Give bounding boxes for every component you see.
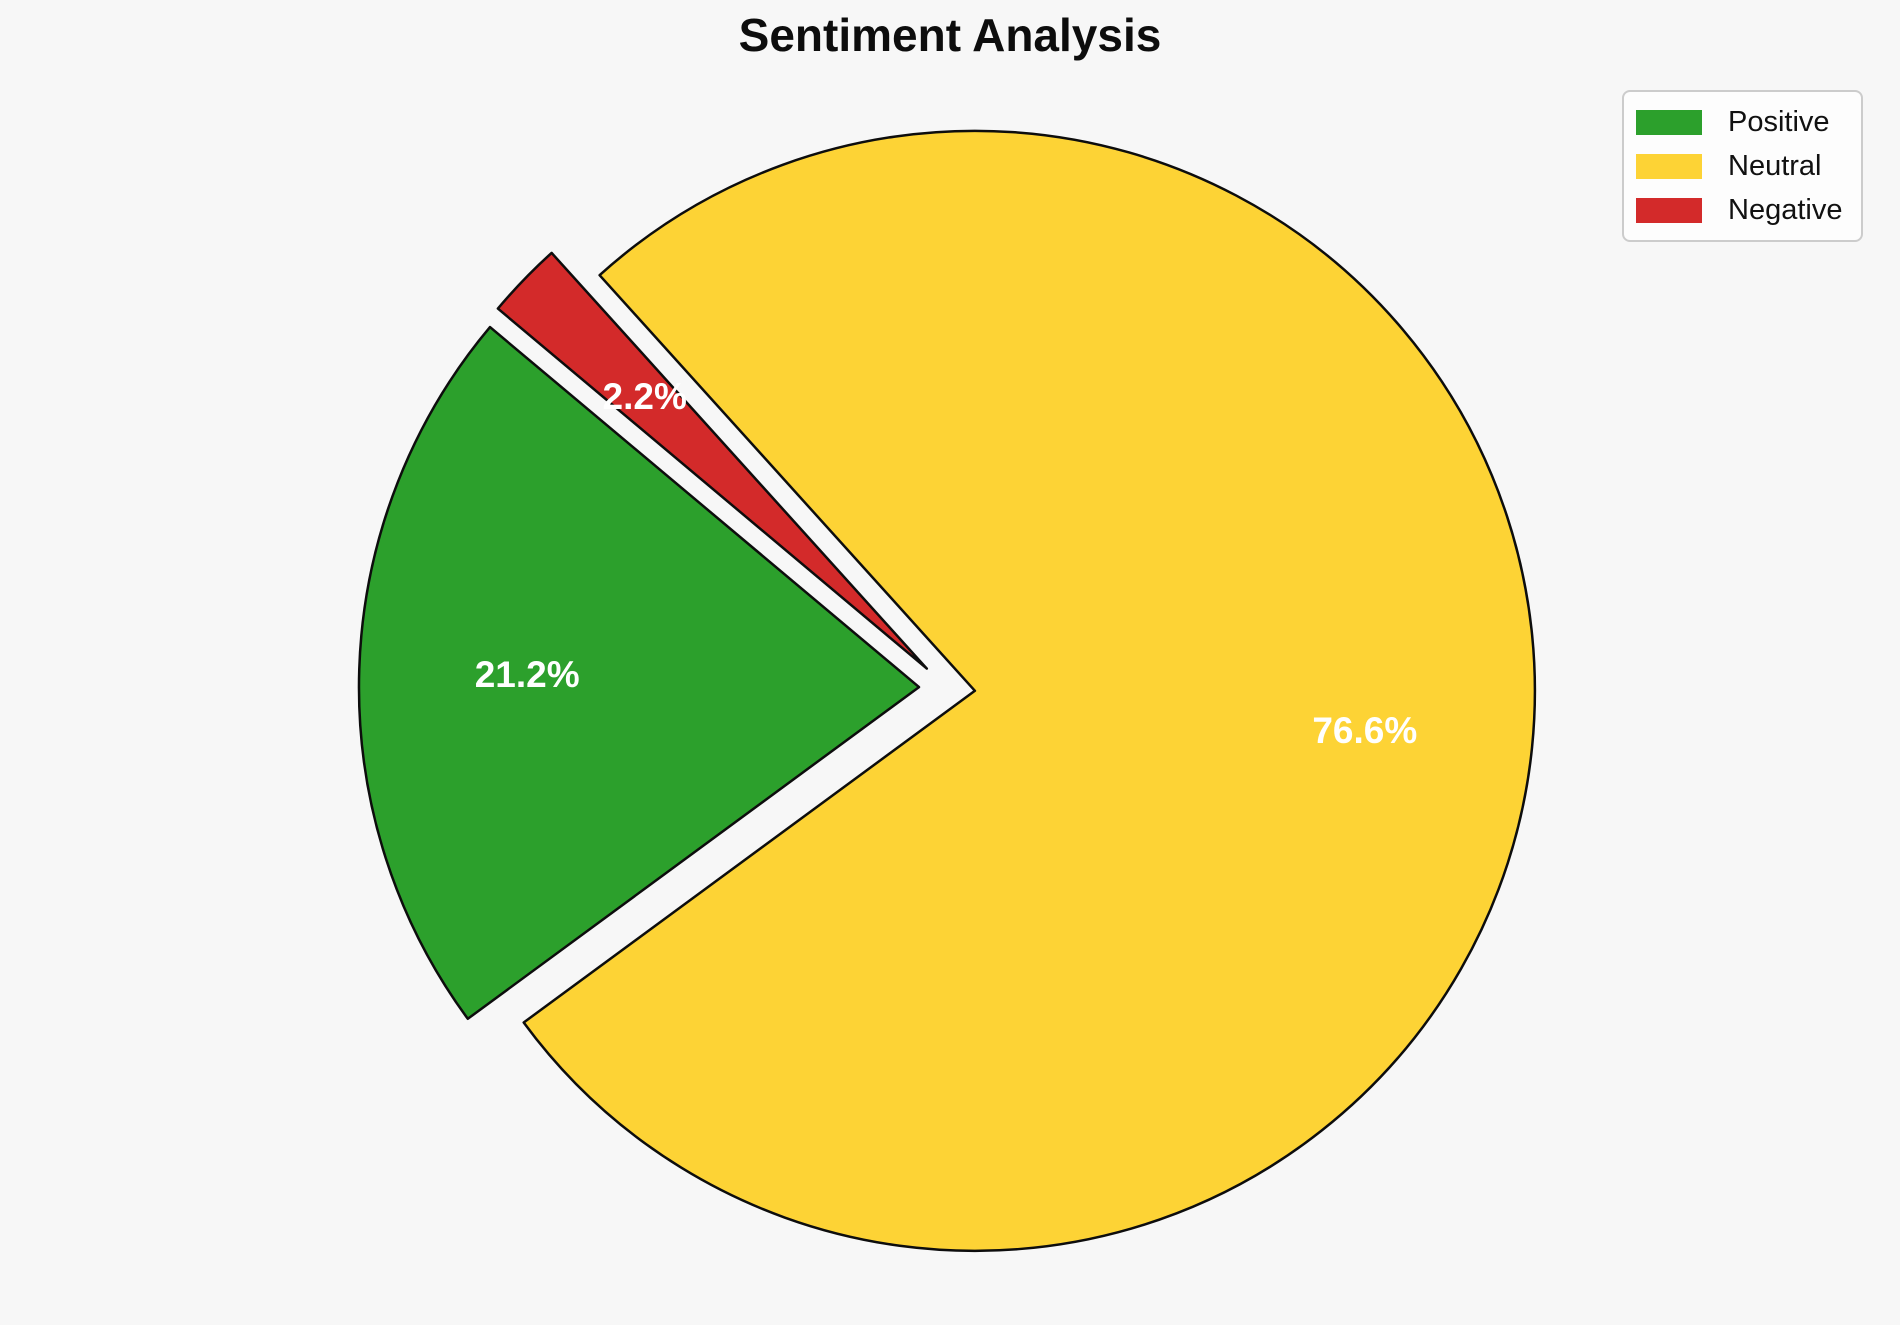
legend-box: Positive Neutral Negative <box>1622 90 1863 242</box>
legend-item-neutral: Neutral <box>1636 149 1849 182</box>
pie-label-negative: 2.2% <box>603 376 687 417</box>
pie-wedges <box>357 129 1537 1253</box>
legend-item-negative: Negative <box>1636 193 1849 226</box>
pie-label-positive: 21.2% <box>475 654 580 695</box>
legend-label-positive: Positive <box>1728 105 1830 138</box>
legend-swatch-neutral <box>1636 153 1702 179</box>
legend-swatch-negative <box>1636 197 1702 223</box>
legend-label-neutral: Neutral <box>1728 149 1822 182</box>
legend-swatch-positive <box>1636 109 1702 135</box>
chart-title: Sentiment Analysis <box>738 9 1162 61</box>
pie-label-neutral: 76.6% <box>1312 710 1417 751</box>
legend-item-positive: Positive <box>1636 105 1849 138</box>
pie-slice-neutral <box>522 129 1537 1253</box>
pie-percentage-labels: 21.2% 76.6% 2.2% <box>475 376 1418 751</box>
pie-slice-negative <box>496 251 929 670</box>
pie-slice-positive <box>357 325 921 1021</box>
legend-label-negative: Negative <box>1728 193 1843 226</box>
